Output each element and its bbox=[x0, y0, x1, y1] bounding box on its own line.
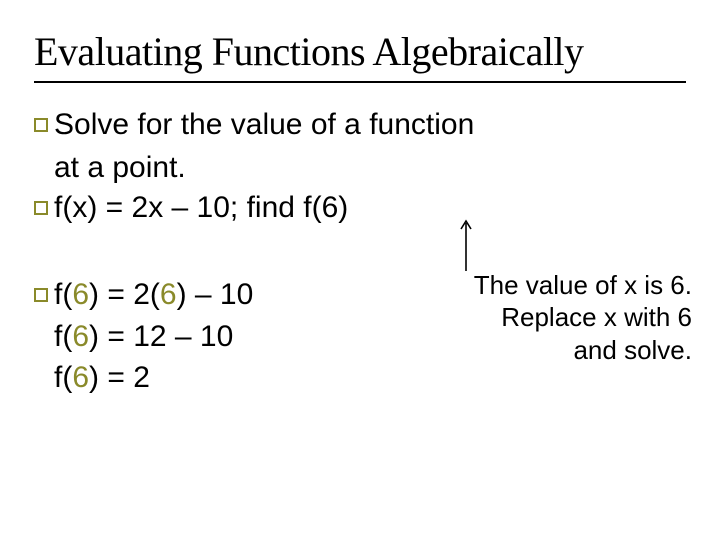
content: Solve for the value of a function at a p… bbox=[34, 105, 686, 398]
bullet-1: Solve for the value of a function bbox=[34, 105, 686, 146]
page-title: Evaluating Functions Algebraically bbox=[34, 28, 686, 83]
note-line-2: Replace x with 6 bbox=[474, 301, 692, 334]
bullet-2-text: f(x) = 2x – 10; find f(6) bbox=[54, 188, 686, 229]
note-line-3: and solve. bbox=[474, 334, 692, 367]
bullet-1-line2: at a point. bbox=[34, 148, 686, 189]
square-bullet-icon bbox=[34, 118, 48, 132]
bullet-1-line1: Solve for the value of a function bbox=[54, 108, 474, 141]
note-line-1: The value of x is 6. bbox=[474, 269, 692, 302]
arrow-up-icon bbox=[460, 219, 472, 271]
worked-example: f(6) = 2(6) – 10 f(6) = 12 – 10 f(6) = 2… bbox=[34, 275, 686, 399]
square-bullet-icon bbox=[34, 288, 48, 302]
square-bullet-icon bbox=[34, 201, 48, 215]
side-note: The value of x is 6. Replace x with 6 an… bbox=[474, 269, 692, 367]
bullet-2: f(x) = 2x – 10; find f(6) bbox=[34, 188, 686, 229]
